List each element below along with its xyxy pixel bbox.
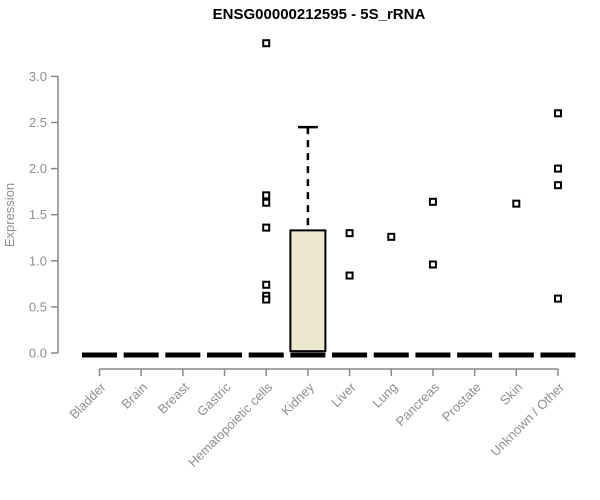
x-tick-label-brain: Brain (118, 380, 150, 412)
x-tick-label-liver: Liver (328, 379, 359, 410)
outlier-point-liver (345, 271, 354, 280)
median-bar-unknown-other (540, 352, 576, 358)
x-tick-label-lung: Lung (369, 380, 400, 411)
median-bar-hematopoietic-cells (248, 352, 284, 358)
x-tick-label-skin: Skin (497, 380, 525, 408)
outlier-point-hematopoietic-cells (262, 39, 271, 48)
outlier-point-hematopoietic-cells (262, 198, 271, 207)
x-tick-label-unknown-other: Unknown / Other (488, 379, 568, 459)
outlier-point-hematopoietic-cells (262, 191, 271, 200)
y-tick-label-0.5: 0.5 (29, 299, 47, 314)
box-kidney (289, 229, 327, 353)
outlier-point-lung (387, 232, 396, 241)
outlier-point-hematopoietic-cells (262, 280, 271, 289)
y-tick-label-0.0: 0.0 (29, 346, 47, 361)
median-bar-breast (165, 352, 201, 358)
outlier-point-unknown-other (553, 164, 562, 173)
median-bar-pancreas (415, 352, 451, 358)
outlier-point-skin (512, 199, 521, 208)
median-bar-brain (123, 352, 159, 358)
x-tick-label-breast: Breast (155, 379, 192, 416)
boxplot-marks-layer (82, 39, 576, 358)
x-tick-label-bladder: Bladder (66, 379, 109, 422)
y-tick-label-1.5: 1.5 (29, 207, 47, 222)
outlier-point-hematopoietic-cells (262, 223, 271, 232)
x-tick-label-pancreas: Pancreas (393, 379, 443, 429)
median-bar-liver (332, 352, 368, 358)
y-tick-label-1.0: 1.0 (29, 253, 47, 268)
outlier-point-liver (345, 229, 354, 238)
median-bar-prostate (457, 352, 493, 358)
outlier-point-hematopoietic-cells (262, 295, 271, 304)
y-tick-label-2.0: 2.0 (29, 161, 47, 176)
outlier-point-unknown-other (553, 181, 562, 190)
y-axis-label: Expression (2, 183, 17, 247)
median-bar-bladder (82, 352, 117, 358)
x-tick-label-gastric: Gastric (194, 379, 234, 419)
median-bar-gastric (207, 352, 243, 358)
outlier-point-unknown-other (553, 109, 562, 118)
x-tick-label-kidney: Kidney (278, 379, 317, 418)
outlier-point-pancreas (428, 260, 437, 269)
chart-title: ENSG00000212595 - 5S_rRNA (213, 6, 426, 23)
outlier-point-unknown-other (553, 294, 562, 303)
median-bar-skin (498, 352, 534, 358)
y-tick-label-3.0: 3.0 (29, 69, 47, 84)
x-tick-label-prostate: Prostate (439, 380, 484, 425)
median-bar-lung (373, 352, 409, 358)
outlier-point-pancreas (428, 197, 437, 206)
y-tick-label-2.5: 2.5 (29, 115, 47, 130)
median-bar-kidney (290, 352, 326, 358)
